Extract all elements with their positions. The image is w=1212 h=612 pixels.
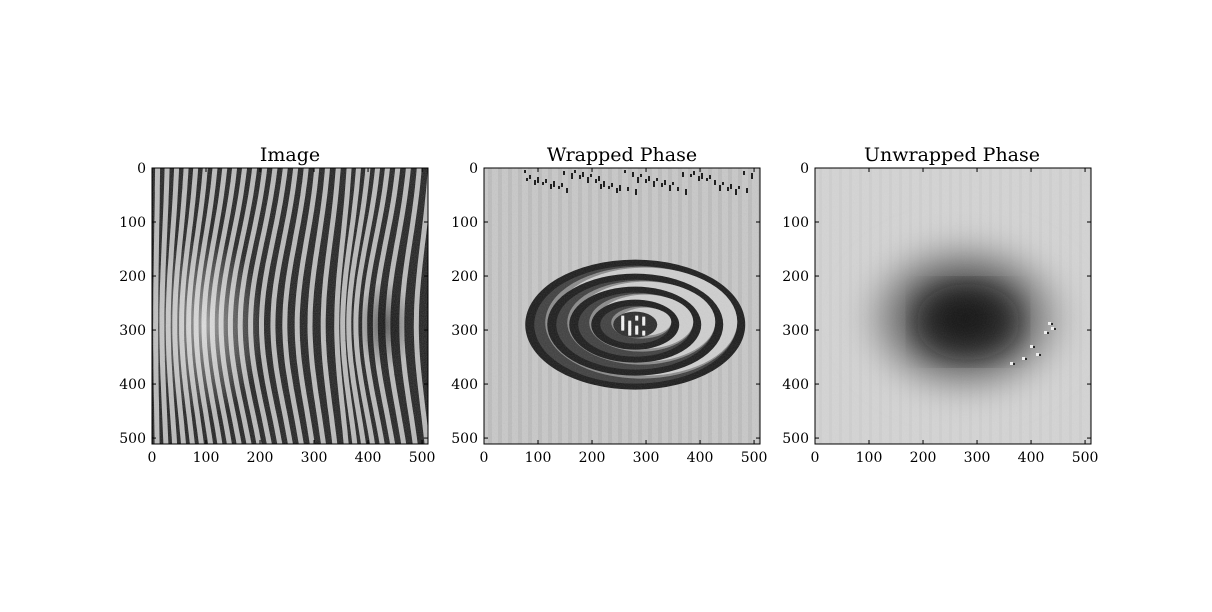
x-tick-label: 400	[355, 450, 382, 466]
y-tick-label: 0	[469, 161, 478, 177]
wrapped-phase-panel: Wrapped Phase 0 100 200 300 400 5000100200300…	[451, 144, 767, 466]
y-tick-label: 500	[451, 431, 478, 447]
x-tick-label: 300	[964, 450, 991, 466]
x-tick-label: 500	[409, 450, 436, 466]
x-tick-label: 100	[193, 450, 220, 466]
y-tick-label: 200	[451, 269, 478, 285]
x-tick-label: 100	[856, 450, 883, 466]
fringe-line	[148, 168, 149, 444]
panel-title: Wrapped Phase	[547, 144, 697, 166]
panel-title: Unwrapped Phase	[864, 144, 1040, 166]
y-tick-label: 0	[800, 161, 809, 177]
y-tick-label: 100	[119, 215, 146, 231]
x-tick-label: 300	[633, 450, 660, 466]
x-tick-label: 300	[301, 450, 328, 466]
y-tick-label: 300	[782, 323, 809, 339]
y-tick-label: 200	[119, 269, 146, 285]
unwrapped-phase-panel: Unwrapped Phase 0 100 200 300 400 50001002003…	[782, 144, 1098, 466]
x-tick-label: 500	[741, 450, 768, 466]
y-tick-label: 400	[782, 377, 809, 393]
fringe-line	[431, 168, 442, 444]
y-tick-label: 0	[137, 161, 146, 177]
fringe-line	[139, 168, 144, 444]
speckle-noise	[152, 168, 428, 444]
y-tick-label: 300	[451, 323, 478, 339]
x-tick-label: 0	[480, 450, 489, 466]
y-tick-label: 400	[119, 377, 146, 393]
y-tick-label: 100	[782, 215, 809, 231]
y-tick-label: 100	[451, 215, 478, 231]
x-tick-label: 0	[148, 450, 157, 466]
x-tick-label: 400	[687, 450, 714, 466]
panel-title: Image	[260, 144, 320, 166]
y-tick-label: 300	[119, 323, 146, 339]
speckle-noise	[815, 168, 1091, 444]
fringe-line	[444, 168, 452, 444]
y-tick-label: 400	[451, 377, 478, 393]
y-tick-label: 500	[119, 431, 146, 447]
x-tick-label: 500	[1072, 450, 1099, 466]
x-tick-label: 200	[579, 450, 606, 466]
y-tick-label: 200	[782, 269, 809, 285]
axes-frame	[151, 167, 429, 445]
x-tick-label: 200	[247, 450, 274, 466]
x-tick-label: 0	[811, 450, 820, 466]
axes-frame	[483, 167, 761, 445]
speckle-noise	[484, 168, 760, 444]
x-tick-label: 200	[910, 450, 937, 466]
y-tick-label: 500	[782, 431, 809, 447]
x-tick-label: 400	[1018, 450, 1045, 466]
axes-frame	[814, 167, 1092, 445]
x-tick-label: 100	[525, 450, 552, 466]
